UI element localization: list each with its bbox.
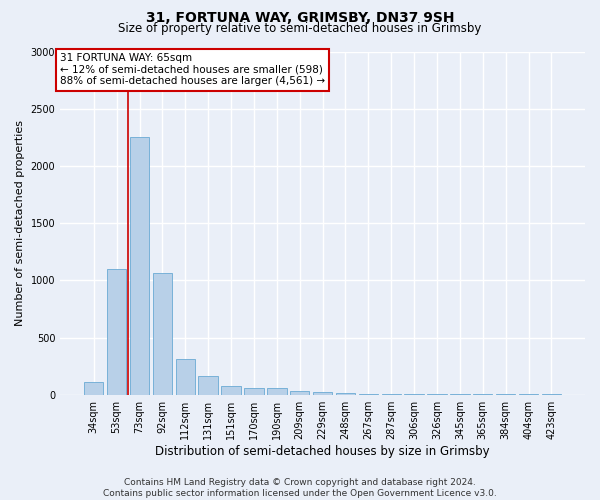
Bar — [107, 269, 127, 394]
Bar — [244, 388, 263, 394]
Bar — [84, 382, 103, 394]
Bar — [221, 386, 241, 394]
Bar — [290, 390, 310, 394]
Bar — [336, 393, 355, 394]
Bar — [199, 376, 218, 394]
Bar — [267, 388, 287, 394]
Bar — [130, 138, 149, 394]
Text: Size of property relative to semi-detached houses in Grimsby: Size of property relative to semi-detach… — [118, 22, 482, 35]
Bar — [313, 392, 332, 394]
Y-axis label: Number of semi-detached properties: Number of semi-detached properties — [15, 120, 25, 326]
Text: 31, FORTUNA WAY, GRIMSBY, DN37 9SH: 31, FORTUNA WAY, GRIMSBY, DN37 9SH — [146, 12, 454, 26]
Bar — [176, 359, 195, 394]
Text: Contains HM Land Registry data © Crown copyright and database right 2024.
Contai: Contains HM Land Registry data © Crown c… — [103, 478, 497, 498]
X-axis label: Distribution of semi-detached houses by size in Grimsby: Distribution of semi-detached houses by … — [155, 444, 490, 458]
Text: 31 FORTUNA WAY: 65sqm
← 12% of semi-detached houses are smaller (598)
88% of sem: 31 FORTUNA WAY: 65sqm ← 12% of semi-deta… — [60, 53, 325, 86]
Bar — [152, 274, 172, 394]
